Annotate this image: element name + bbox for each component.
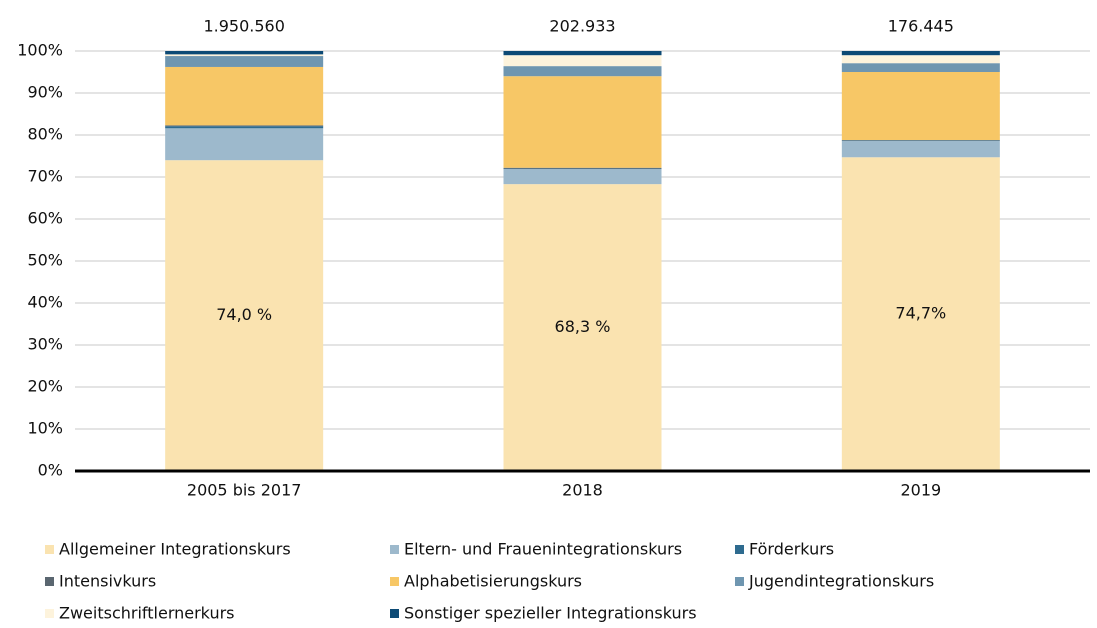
y-tick-label: 20% bbox=[27, 377, 63, 396]
x-tick-label: 2018 bbox=[562, 481, 603, 500]
bar-segment bbox=[503, 76, 662, 168]
bar-segment bbox=[503, 167, 662, 169]
legend-swatch bbox=[45, 609, 54, 618]
value-label: 74,7% bbox=[895, 304, 946, 323]
bar-segment bbox=[165, 56, 324, 67]
legend-label: Förderkurs bbox=[749, 540, 834, 559]
y-tick-label: 90% bbox=[27, 83, 63, 102]
bar-segment bbox=[841, 63, 1000, 72]
y-tick-label: 100% bbox=[17, 41, 63, 60]
legend-label: Allgemeiner Integrationskurs bbox=[59, 540, 291, 559]
bar-segment bbox=[503, 169, 662, 185]
x-tick-label: 2019 bbox=[900, 481, 941, 500]
y-tick-label: 80% bbox=[27, 125, 63, 144]
bar-segment bbox=[841, 51, 1000, 56]
legend-label: Sonstiger spezieller Integrationskurs bbox=[404, 604, 697, 623]
total-label: 176.445 bbox=[888, 17, 954, 36]
bar-segment bbox=[165, 54, 324, 57]
legend-label: Zweitschriftlernerkurs bbox=[59, 604, 235, 623]
legend-label: Eltern- und Frauenintegrationskurs bbox=[404, 540, 682, 559]
bar-segment bbox=[503, 51, 662, 56]
legend-swatch bbox=[390, 609, 399, 618]
legend-label: Alphabetisierungskurs bbox=[404, 572, 582, 591]
bar-segment bbox=[165, 51, 324, 55]
legend-swatch bbox=[390, 545, 399, 554]
bar-segment bbox=[841, 140, 1000, 158]
legend-swatch bbox=[390, 577, 399, 586]
y-tick-label: 30% bbox=[27, 335, 63, 354]
bar-segment bbox=[165, 160, 324, 471]
legend-swatch bbox=[45, 577, 54, 586]
y-tick-label: 50% bbox=[27, 251, 63, 270]
bar-segment bbox=[841, 157, 1000, 471]
bar-segment bbox=[503, 66, 662, 77]
y-tick-label: 70% bbox=[27, 167, 63, 186]
legend-label: Intensivkurs bbox=[59, 572, 156, 591]
total-label: 202.933 bbox=[549, 17, 615, 36]
value-label: 68,3 % bbox=[555, 317, 611, 336]
value-label: 74,0 % bbox=[216, 305, 272, 324]
bar-segment bbox=[841, 55, 1000, 64]
bar-segment bbox=[165, 66, 324, 126]
bar-segment bbox=[503, 184, 662, 471]
legend-swatch bbox=[735, 577, 744, 586]
y-tick-label: 40% bbox=[27, 293, 63, 312]
legend-swatch bbox=[735, 545, 744, 554]
bar-segment bbox=[841, 72, 1000, 141]
legend-swatch bbox=[45, 545, 54, 554]
y-tick-label: 10% bbox=[27, 419, 63, 438]
bar-segment bbox=[503, 55, 662, 67]
bar-segment bbox=[165, 126, 324, 129]
total-label: 1.950.560 bbox=[203, 17, 284, 36]
y-tick-label: 60% bbox=[27, 209, 63, 228]
x-tick-label: 2005 bis 2017 bbox=[187, 481, 302, 500]
bar-segment bbox=[165, 125, 324, 127]
legend-label: Jugendintegrationskurs bbox=[748, 572, 934, 591]
bar-segment bbox=[165, 128, 324, 161]
y-tick-label: 0% bbox=[38, 461, 63, 480]
